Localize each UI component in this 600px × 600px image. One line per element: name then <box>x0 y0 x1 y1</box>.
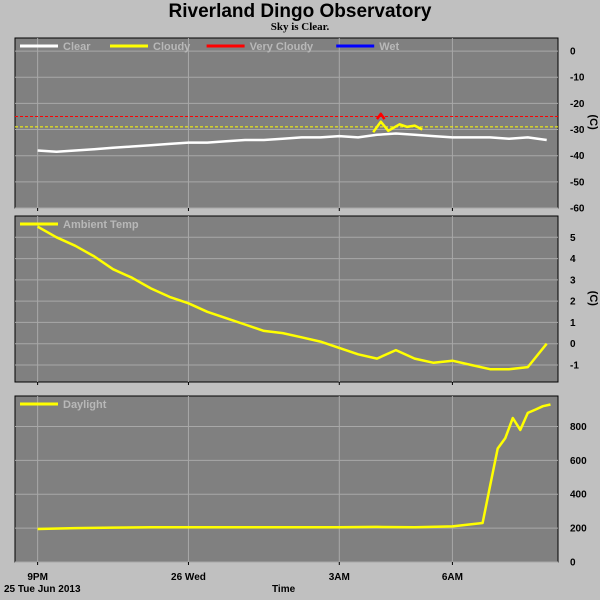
legend-label: Very Cloudy <box>250 41 314 53</box>
y-tick-label: 5 <box>570 233 576 244</box>
y-tick-label: 4 <box>570 254 576 265</box>
y-tick-label: 2 <box>570 297 576 308</box>
series-line-very-cloudy <box>375 112 386 120</box>
x-tick-label: 26 Wed <box>171 572 206 583</box>
y-tick-label: 400 <box>570 490 587 501</box>
y-tick-label: 600 <box>570 456 587 467</box>
y-tick-label: -60 <box>570 204 585 215</box>
y-tick-label: 0 <box>570 47 576 58</box>
series-line-cloudy <box>372 120 423 133</box>
x-tick-label: 6AM <box>442 572 463 583</box>
y-tick-label: 1 <box>570 318 576 329</box>
y-tick-label: -20 <box>570 99 585 110</box>
y-tick-label: -40 <box>570 151 585 162</box>
chart-subtitle: Sky is Clear. <box>270 21 330 33</box>
x-axis-label: Time <box>272 584 296 595</box>
y-tick-label: -30 <box>570 125 585 136</box>
y-axis-label: (C) <box>587 291 599 307</box>
plot-area-temperature <box>14 215 559 383</box>
y-tick-label: -10 <box>570 73 585 84</box>
plot-area-sky <box>14 37 559 209</box>
y-tick-label: 0 <box>570 558 576 569</box>
y-tick-label: 0 <box>570 339 576 350</box>
date-label: 25 Tue Jun 2013 <box>4 584 81 595</box>
plot-area-daylight <box>14 395 559 563</box>
series-line-clear <box>37 132 547 154</box>
legend-label: Ambient Temp <box>63 219 139 231</box>
legend-label: Daylight <box>63 399 107 411</box>
series-line-ambient-temp <box>36 225 548 371</box>
y-axis-label: (C) <box>587 115 599 131</box>
y-tick-label: -1 <box>570 360 579 371</box>
y-tick-label: 800 <box>570 422 587 433</box>
legend-label: Cloudy <box>153 41 191 53</box>
chart-title: Riverland Dingo Observatory <box>168 1 432 22</box>
y-tick-label: -50 <box>570 177 585 188</box>
y-tick-label: 3 <box>570 275 576 286</box>
legend-label: Wet <box>379 41 399 53</box>
x-tick-label: 9PM <box>27 572 48 583</box>
y-tick-label: 200 <box>570 524 587 535</box>
x-tick-label: 3AM <box>329 572 350 583</box>
legend-label: Clear <box>63 41 91 53</box>
series-line-daylight <box>37 403 551 531</box>
